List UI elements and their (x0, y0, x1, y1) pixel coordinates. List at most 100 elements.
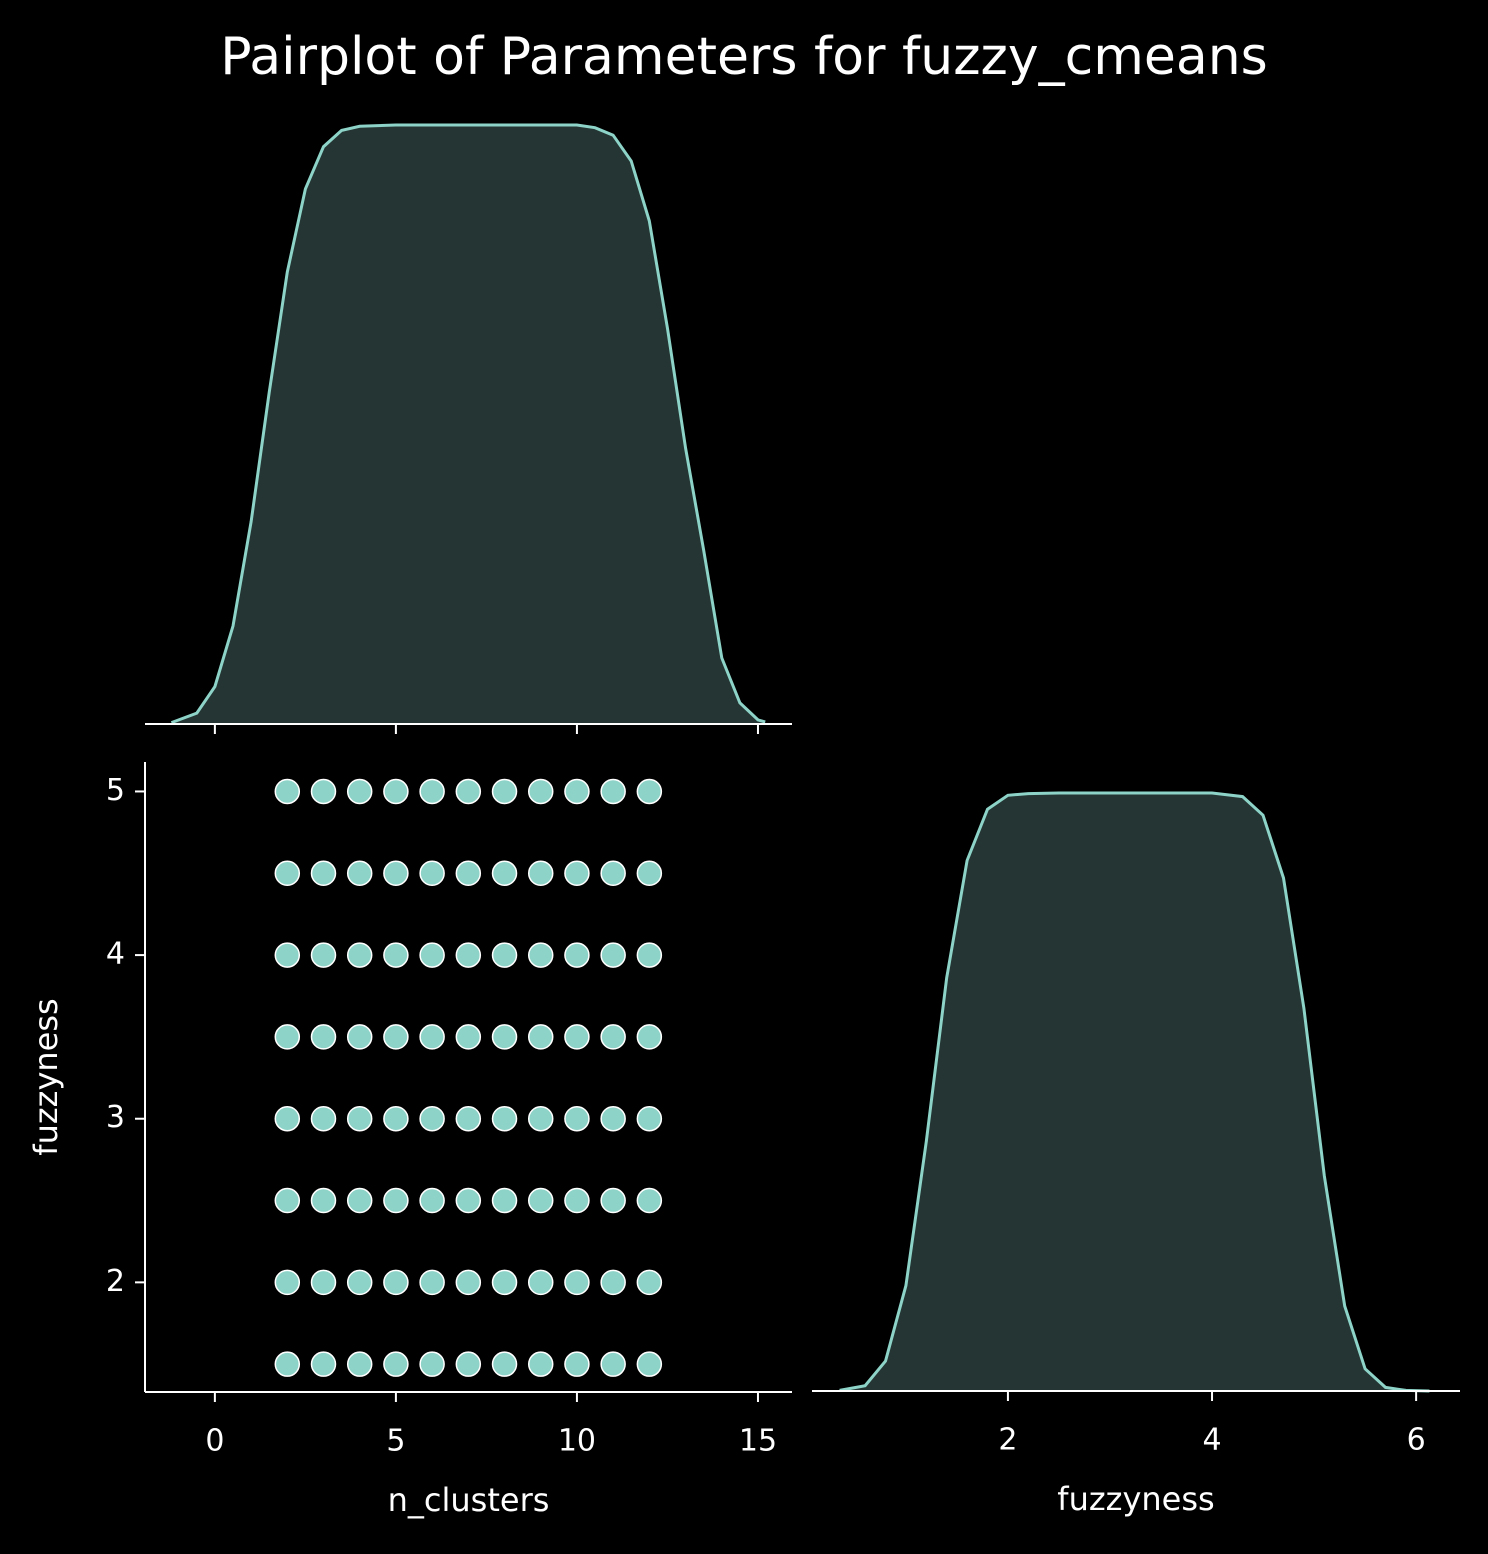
point (636, 1024, 663, 1050)
point (419, 1105, 445, 1132)
point (455, 1187, 482, 1214)
point (600, 1024, 626, 1050)
point (274, 942, 301, 968)
x-axis-label: fuzzyness (1057, 1480, 1214, 1518)
x-axis-label: n_clusters (388, 1481, 550, 1519)
y-tick-label: 4 (106, 937, 125, 972)
x-tick-label: 5 (386, 1424, 405, 1459)
point (310, 942, 337, 968)
point (600, 1269, 626, 1296)
point (383, 860, 409, 887)
point (455, 1351, 482, 1377)
point (274, 1269, 301, 1296)
point (455, 860, 482, 887)
point (310, 1351, 337, 1377)
point (527, 778, 554, 805)
kde-line (170, 123, 766, 725)
point (383, 1105, 409, 1132)
x-tick-label: 2 (998, 1423, 1017, 1458)
point (346, 860, 373, 887)
point (564, 942, 590, 968)
point (636, 1187, 663, 1214)
point (491, 1351, 518, 1377)
point (564, 1105, 590, 1132)
point (491, 860, 518, 887)
point (491, 1105, 518, 1132)
figure-title: Pairplot of Parameters for fuzzy_cmeans (220, 27, 1268, 87)
point (636, 778, 663, 805)
point (491, 1024, 518, 1050)
point (346, 1351, 373, 1377)
point (491, 1187, 518, 1214)
point (419, 778, 445, 805)
point (600, 942, 626, 968)
point (564, 1269, 590, 1296)
y-tick-label: 2 (106, 1264, 125, 1299)
point (527, 942, 554, 968)
point (491, 1269, 518, 1296)
point (346, 1105, 373, 1132)
point (274, 1351, 301, 1377)
point (383, 1024, 409, 1050)
point (346, 778, 373, 805)
point (310, 860, 337, 887)
y-axis-label: fuzzyness (27, 998, 65, 1155)
x-tick-label: 0 (205, 1424, 224, 1459)
point (491, 778, 518, 805)
point (455, 1024, 482, 1050)
point (383, 1187, 409, 1214)
point (419, 942, 445, 968)
point (346, 1187, 373, 1214)
x-tick-label: 15 (739, 1424, 777, 1459)
point (527, 1024, 554, 1050)
point (419, 1269, 445, 1296)
kde-line (839, 791, 1430, 1393)
point (274, 1105, 301, 1132)
y-tick-label: 3 (106, 1100, 125, 1135)
kde-area (839, 793, 1430, 1391)
point (419, 1187, 445, 1214)
point (600, 1105, 626, 1132)
point (636, 1269, 663, 1296)
point (491, 942, 518, 968)
point (564, 860, 590, 887)
point (310, 1269, 337, 1296)
point (564, 1024, 590, 1050)
point (310, 778, 337, 805)
point (310, 1105, 337, 1132)
point (455, 1105, 482, 1132)
point (346, 1269, 373, 1296)
point (564, 778, 590, 805)
point (636, 1351, 663, 1377)
point (527, 1269, 554, 1296)
x-tick-label: 10 (558, 1424, 596, 1459)
point (455, 778, 482, 805)
point (346, 1024, 373, 1050)
point (564, 1187, 590, 1214)
point (419, 860, 445, 887)
point (600, 860, 626, 887)
point (527, 1105, 554, 1132)
point (527, 1187, 554, 1214)
y-tick-label: 5 (106, 773, 125, 808)
x-tick-label: 6 (1407, 1423, 1426, 1458)
point (310, 1024, 337, 1050)
point (600, 1351, 626, 1377)
point (419, 1351, 445, 1377)
point (455, 942, 482, 968)
point (527, 860, 554, 887)
point (600, 778, 626, 805)
point (383, 778, 409, 805)
point (274, 778, 301, 805)
point (274, 1187, 301, 1214)
point (383, 942, 409, 968)
point (636, 1105, 663, 1132)
point (564, 1351, 590, 1377)
kde-area (171, 125, 766, 724)
point (455, 1269, 482, 1296)
point (636, 942, 663, 968)
point (636, 860, 663, 887)
point (527, 1351, 554, 1377)
point (383, 1351, 409, 1377)
